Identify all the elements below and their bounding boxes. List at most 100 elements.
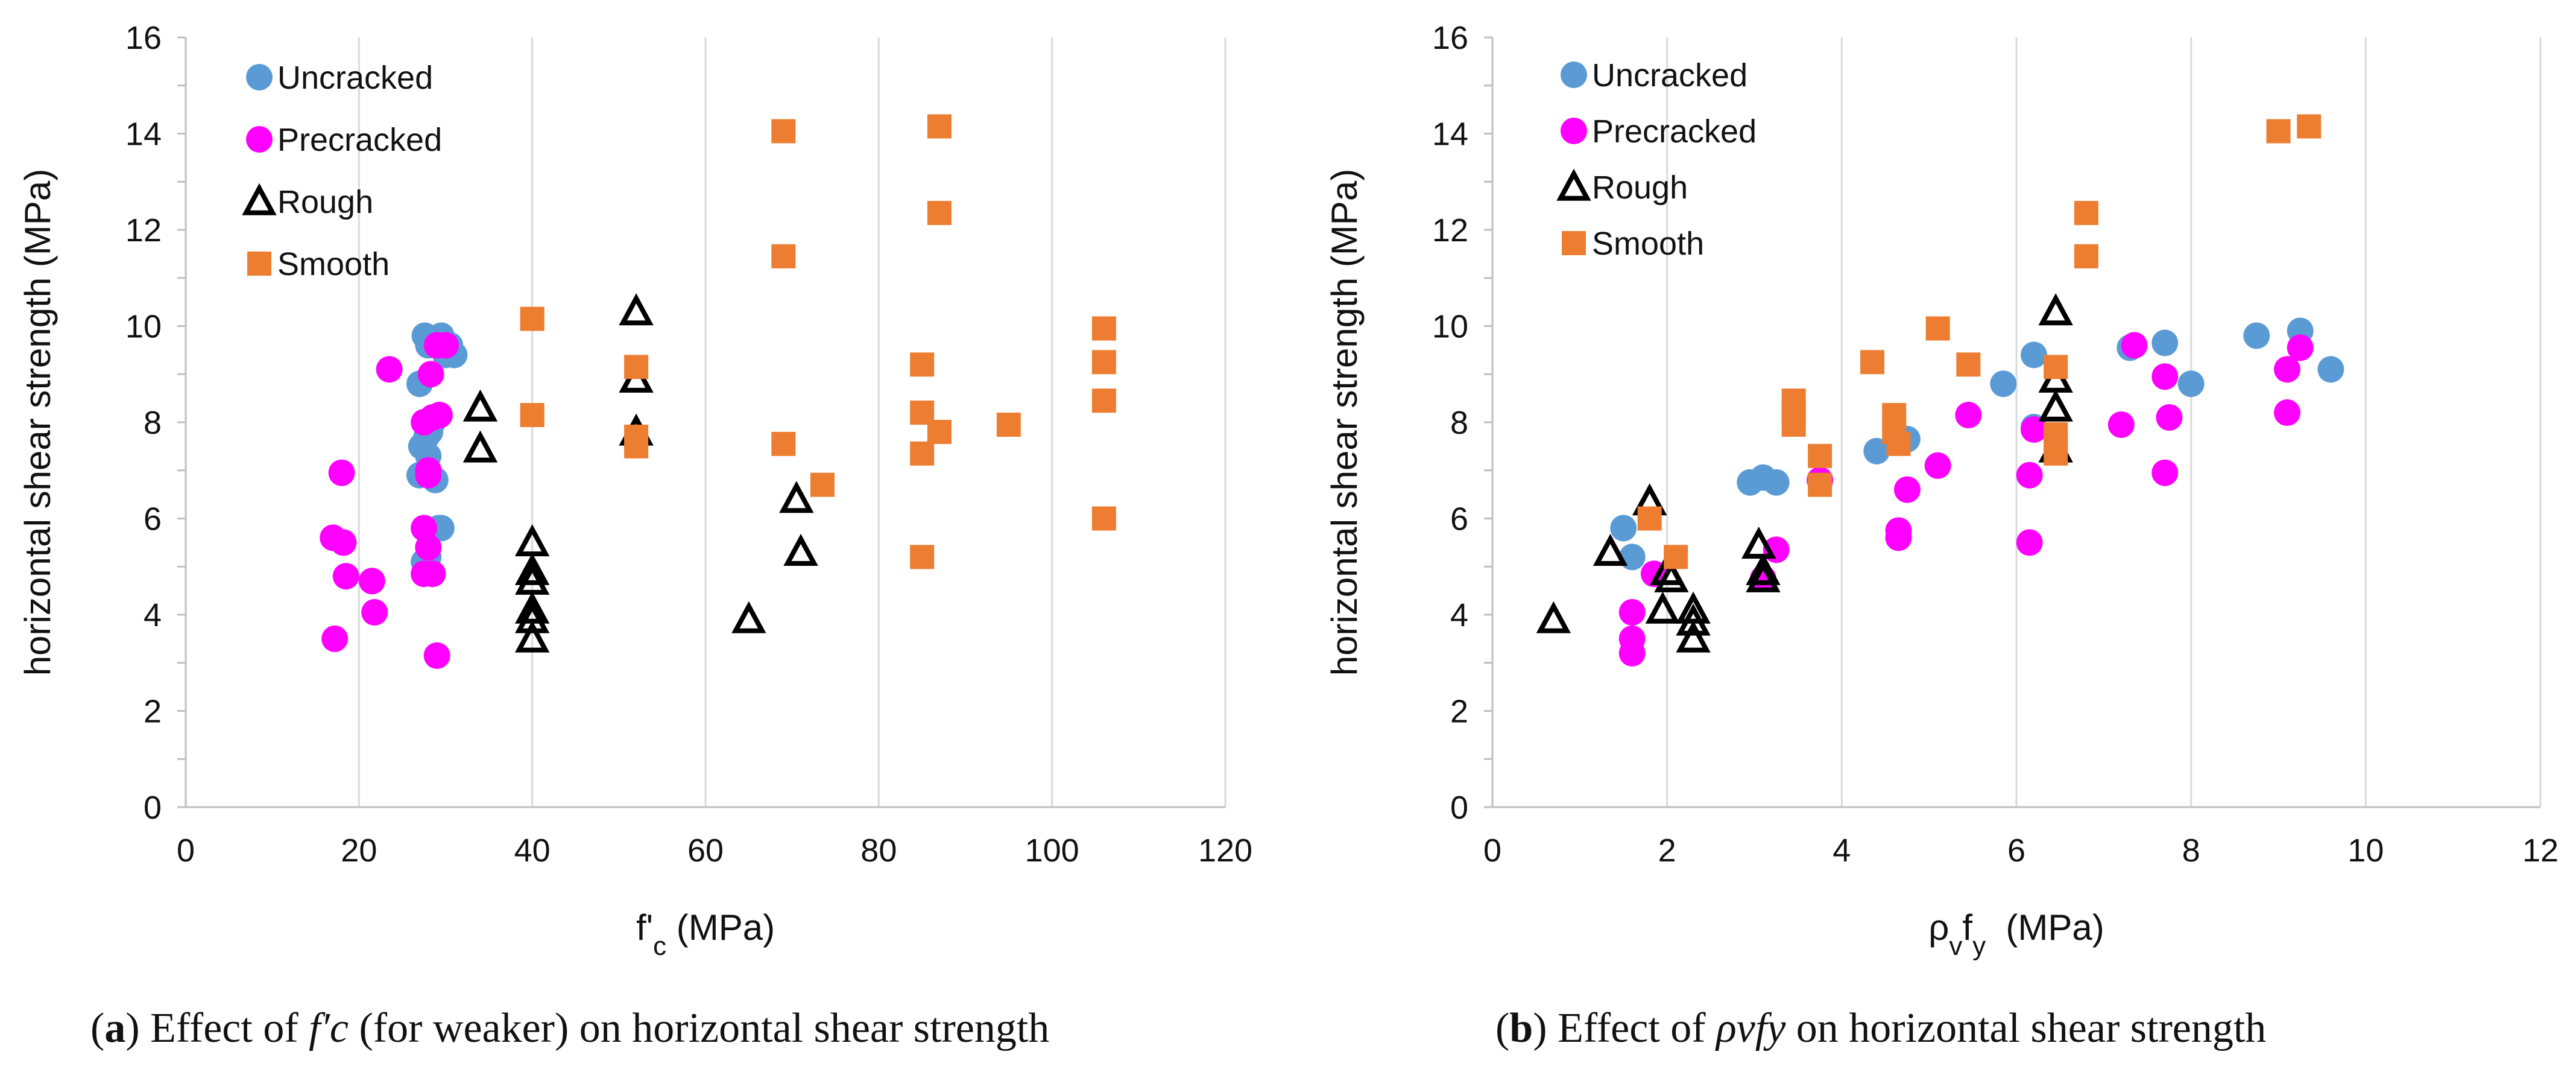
point-smooth	[1781, 412, 1806, 437]
point-rough	[1746, 560, 1781, 592]
x-axis-title: ρvfy (MPa)	[1928, 907, 2104, 961]
point-smooth	[1091, 388, 1116, 413]
point-smooth	[910, 545, 935, 569]
point-smooth	[1860, 350, 1885, 375]
point-precracked	[2020, 416, 2047, 443]
point-rough	[2038, 293, 2073, 326]
point-precracked	[1885, 524, 1912, 551]
point-smooth	[771, 244, 796, 268]
legend-marker-precracked	[1561, 118, 1587, 144]
y-tick-label: 0	[144, 790, 162, 826]
point-rough	[783, 533, 818, 566]
point-rough	[1676, 603, 1711, 636]
point-smooth	[624, 434, 649, 458]
x-tick-label: 80	[860, 832, 897, 869]
point-precracked	[415, 534, 442, 561]
point-smooth	[927, 419, 952, 444]
chart-b: 0 2 4 6 8 10 12 14 16 0 2 4 6 8 10 12 horizontal shear s…	[1324, 20, 2559, 961]
point-precracked	[1924, 452, 1951, 479]
point-smooth	[927, 201, 952, 226]
point-precracked	[2016, 529, 2043, 556]
series-precracked	[1618, 332, 2314, 667]
point-precracked	[321, 625, 349, 652]
legend-marker-uncracked	[1561, 62, 1587, 88]
point-smooth	[2044, 355, 2068, 379]
y-tick-label: 10	[1432, 309, 1468, 345]
point-smooth	[2266, 119, 2291, 144]
point-smooth	[1886, 431, 1911, 456]
chart-a: 0 2 4 6 8 10 12 14 16 0 20 40 60 80 100 120 horizontal s…	[17, 20, 1252, 961]
y-tick-label: 6	[1450, 501, 1468, 537]
point-rough	[1746, 553, 1781, 585]
point-precracked	[1893, 476, 1921, 503]
point-rough	[1536, 601, 1571, 633]
point-smooth	[927, 114, 952, 139]
legend-marker-smooth	[247, 252, 271, 276]
point-precracked	[419, 560, 446, 588]
x-tick-label: 60	[687, 832, 724, 869]
point-precracked	[2016, 461, 2043, 489]
y-tick-label: 10	[125, 309, 162, 345]
x-tick-label: 120	[1198, 832, 1252, 869]
point-precracked	[415, 461, 442, 489]
series-rough	[1536, 293, 2073, 653]
x-tick-label: 0	[1483, 832, 1501, 869]
y-axis-title: horizontal shear strength (MPa)	[17, 169, 58, 676]
point-precracked	[2287, 334, 2314, 361]
point-precracked	[2273, 399, 2300, 426]
point-smooth	[2044, 441, 2068, 466]
caption-b-math: ρvfy	[1716, 1005, 1786, 1051]
y-tick-label: 4	[144, 597, 162, 633]
point-smooth	[1091, 506, 1116, 531]
point-smooth	[1808, 443, 1833, 468]
legend-label-smooth: Smooth	[277, 246, 390, 282]
y-tick-label: 14	[125, 116, 162, 153]
caption-b: (b) Effect of ρvfy on horizontal shear s…	[1495, 1005, 2267, 1051]
point-rough	[462, 430, 498, 463]
legend: Uncracked Precracked Rough Smooth	[1556, 57, 1757, 262]
y-tick-label: 12	[1432, 212, 1468, 249]
point-smooth	[624, 355, 649, 379]
y-tick-label: 16	[125, 20, 162, 56]
point-precracked	[332, 563, 359, 590]
caption-a-label: a	[104, 1005, 126, 1051]
legend-marker-smooth	[1562, 231, 1586, 255]
caption-b-pre: Effect of	[1547, 1005, 1717, 1051]
point-smooth	[1664, 545, 1688, 569]
legend-marker-rough	[1556, 168, 1591, 201]
caption-b-post: on horizontal shear strength	[1785, 1005, 2267, 1051]
y-tick-label: 12	[125, 212, 162, 249]
legend-label-precracked: Precracked	[277, 122, 442, 158]
point-precracked	[2273, 356, 2300, 383]
point-precracked	[358, 568, 385, 595]
legend-label-uncracked: Uncracked	[1592, 57, 1747, 94]
y-tick-label: 6	[144, 501, 162, 537]
point-uncracked	[1990, 370, 2017, 398]
y-tick-label: 8	[144, 405, 162, 441]
point-rough	[514, 553, 550, 585]
point-rough	[2038, 389, 2073, 422]
point-rough	[514, 620, 550, 653]
point-rough	[1654, 560, 1689, 592]
caption-b-label: b	[1509, 1005, 1533, 1051]
x-axis-title: f'c (MPa)	[636, 907, 775, 961]
point-smooth	[910, 441, 935, 466]
y-tick-label: 14	[1432, 116, 1468, 153]
point-precracked	[417, 361, 444, 388]
point-smooth	[2074, 244, 2098, 268]
x-tick-label: 4	[1833, 832, 1851, 869]
series-precracked	[320, 332, 459, 669]
point-precracked	[423, 642, 450, 669]
point-rough	[1676, 620, 1711, 653]
point-uncracked	[1618, 544, 1646, 571]
point-uncracked	[1763, 469, 1790, 496]
x-tick-label: 100	[1025, 832, 1079, 869]
legend-marker-uncracked	[246, 64, 273, 90]
legend-label-uncracked: Uncracked	[277, 60, 433, 96]
point-rough	[731, 601, 766, 633]
legend-label-smooth: Smooth	[1592, 226, 1704, 262]
x-tick-label: 40	[514, 832, 551, 869]
x-tick-label: 12	[2522, 832, 2559, 869]
point-rough	[514, 601, 550, 633]
